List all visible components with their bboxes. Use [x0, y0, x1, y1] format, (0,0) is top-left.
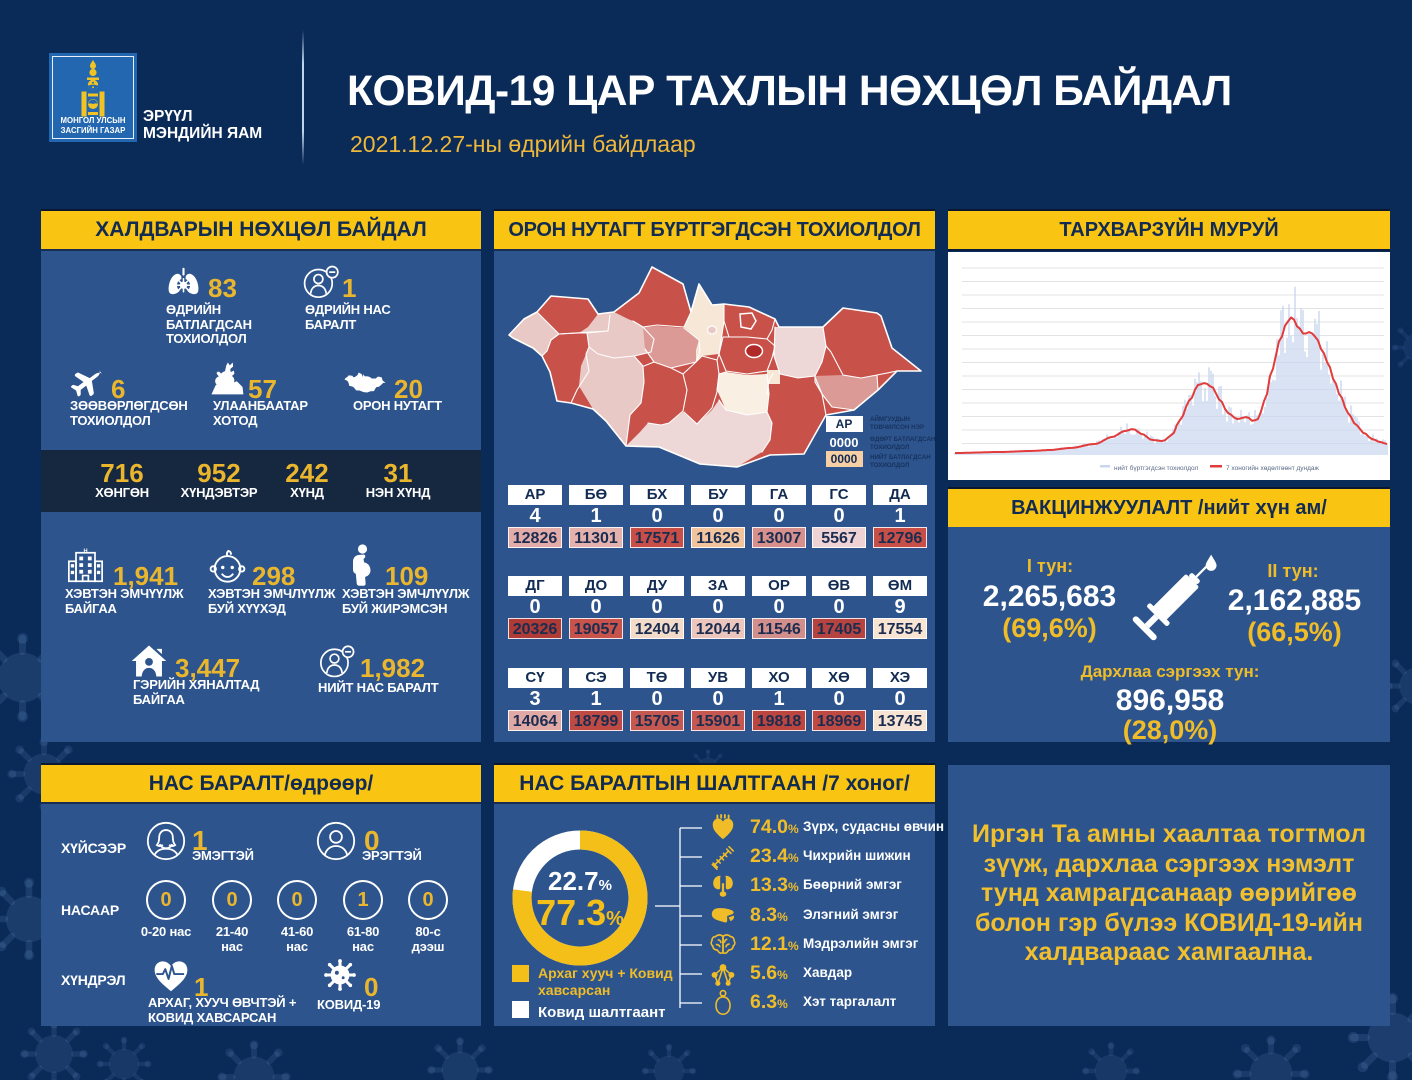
svg-text:7 хоногийн хөдөлгөөнт дундаж: 7 хоногийн хөдөлгөөнт дундаж	[1226, 464, 1320, 472]
svg-text:0000: 0000	[830, 435, 859, 450]
svg-text:нийт бүртгэгдсэн тохиолдол: нийт бүртгэгдсэн тохиолдол	[1114, 464, 1199, 472]
svg-text:ТОВЧИЛСОН НЭР: ТОВЧИЛСОН НЭР	[870, 424, 924, 431]
svg-text:ТОХИОЛДОЛ: ТОХИОЛДОЛ	[870, 444, 909, 451]
svg-text:АР: АР	[836, 417, 853, 431]
svg-text:0000: 0000	[831, 452, 858, 466]
svg-text:ӨДӨРТ БАТЛАГДСАН: ӨДӨРТ БАТЛАГДСАН	[870, 436, 935, 443]
svg-text:ТОХИОЛДОЛ: ТОХИОЛДОЛ	[870, 462, 909, 469]
svg-text:АЙМГУУДЫН: АЙМГУУДЫН	[870, 415, 910, 423]
svg-text:НИЙТ БАТЛАГДСАН: НИЙТ БАТЛАГДСАН	[870, 453, 931, 461]
